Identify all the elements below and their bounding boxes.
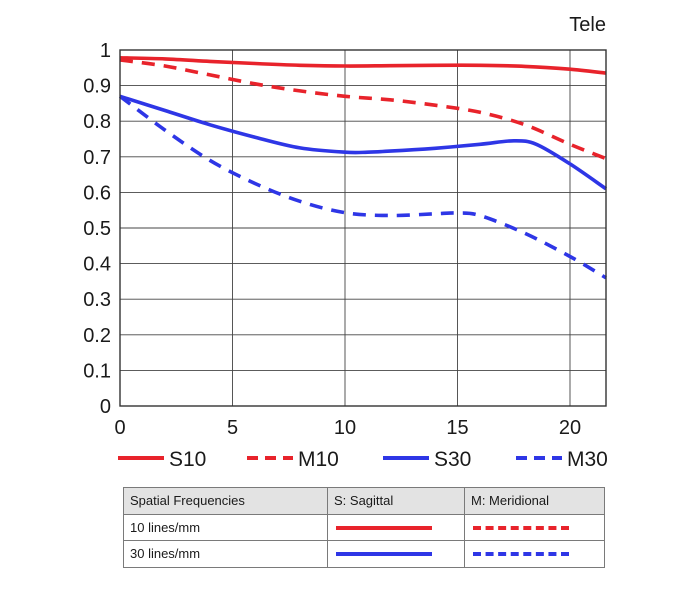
header-meridional: M: Meridional bbox=[464, 488, 604, 514]
y-tick-label: 0.3 bbox=[83, 289, 111, 311]
spatial-frequency-table: Spatial Frequencies S: Sagittal M: Merid… bbox=[123, 487, 605, 568]
legend-label-s30: S30 bbox=[434, 448, 471, 471]
y-tick-label: 0.6 bbox=[83, 182, 111, 204]
plot-frame bbox=[119, 49, 607, 407]
meridional-10-cell bbox=[464, 515, 604, 540]
series-line-m10 bbox=[119, 58, 607, 161]
meridional-30-cell bbox=[464, 541, 604, 567]
series-line-s30 bbox=[119, 94, 608, 191]
y-tick-label: 0.5 bbox=[83, 218, 111, 240]
legend-label-m10: M10 bbox=[298, 448, 339, 471]
sagittal-10-cell bbox=[327, 515, 464, 540]
swatch-s30 bbox=[336, 552, 432, 556]
series-line-m30 bbox=[118, 94, 607, 280]
x-tick-label: 5 bbox=[227, 417, 238, 439]
y-tick-label: 0.8 bbox=[83, 111, 111, 133]
legend: S10 M10 S30 M30 bbox=[118, 448, 608, 471]
x-tick-label: 0 bbox=[114, 417, 125, 439]
x-axis: 0 5 10 15 20 bbox=[114, 417, 581, 439]
row-label-30-lines: 30 lines/mm bbox=[130, 546, 201, 561]
series-line-s10 bbox=[119, 56, 607, 75]
legend-label-m30: M30 bbox=[567, 448, 608, 471]
row-label-10-lines: 10 lines/mm bbox=[130, 520, 201, 535]
x-tick-label: 20 bbox=[559, 417, 581, 439]
x-tick-label: 15 bbox=[446, 417, 468, 439]
grid bbox=[119, 49, 606, 407]
swatch-s10 bbox=[336, 526, 432, 530]
swatch-m10 bbox=[473, 526, 569, 530]
y-tick-label: 0.9 bbox=[83, 76, 111, 98]
swatch-m30 bbox=[473, 552, 569, 556]
header-spatial-frequencies: Spatial Frequencies bbox=[130, 493, 245, 508]
table-row-10-lines: 10 lines/mm bbox=[124, 515, 604, 541]
y-tick-label: 0.4 bbox=[83, 254, 111, 276]
y-tick-label: 0.7 bbox=[83, 147, 111, 169]
y-tick-label: 0.2 bbox=[83, 325, 111, 347]
y-tick-label: 1 bbox=[100, 40, 111, 62]
header-sagittal: S: Sagittal bbox=[327, 488, 464, 514]
y-axis: 0 0.1 0.2 0.3 0.4 0.5 0.6 0.7 0.8 0.9 1 bbox=[83, 40, 111, 418]
series-group bbox=[118, 56, 608, 280]
table-header-row: Spatial Frequencies S: Sagittal M: Merid… bbox=[124, 488, 604, 515]
sagittal-30-cell bbox=[327, 541, 464, 567]
y-tick-label: 0.1 bbox=[83, 360, 111, 382]
chart-title: Tele bbox=[569, 14, 606, 36]
y-tick-label: 0 bbox=[100, 396, 111, 418]
legend-label-s10: S10 bbox=[169, 448, 206, 471]
table-row-30-lines: 30 lines/mm bbox=[124, 541, 604, 567]
x-tick-label: 10 bbox=[334, 417, 356, 439]
